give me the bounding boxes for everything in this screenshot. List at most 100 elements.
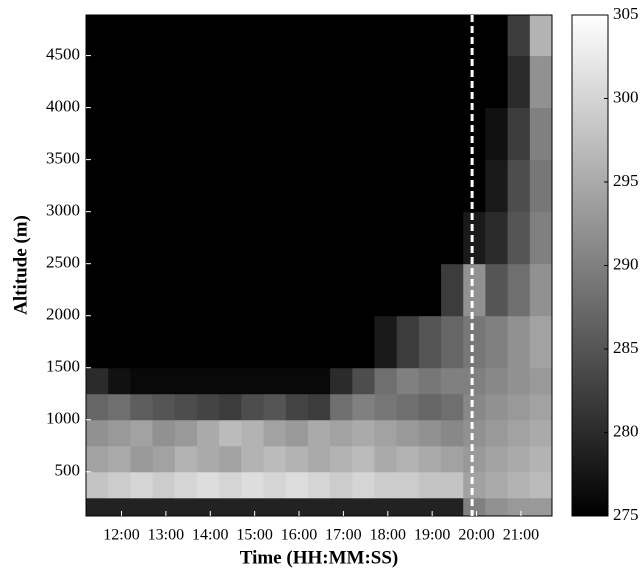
heatmap-cell	[441, 393, 464, 421]
y-tick-label: 2000	[46, 305, 80, 324]
heatmap-cell	[152, 471, 176, 499]
colorbar-tick-label: 275	[613, 505, 639, 524]
heatmap-cell	[507, 315, 531, 369]
heatmap-cell	[441, 315, 464, 369]
heatmap-cell	[441, 107, 464, 161]
heatmap-cell	[263, 55, 287, 109]
heatmap-cell	[108, 497, 131, 517]
heatmap-cell	[130, 367, 154, 395]
heatmap-cell	[330, 55, 353, 109]
y-tick-label: 2500	[46, 253, 80, 272]
heatmap-cell	[330, 107, 353, 161]
heatmap-cell	[485, 211, 509, 265]
heatmap-cell	[507, 55, 531, 109]
heatmap-cell	[463, 367, 486, 395]
heatmap-cell	[307, 107, 331, 161]
heatmap-cell	[263, 367, 287, 395]
colorbar-tick-label: 290	[613, 254, 639, 273]
heatmap-cell	[108, 263, 131, 317]
heatmap-cell	[529, 211, 553, 265]
heatmap-cell	[285, 315, 309, 369]
heatmap-cell	[219, 15, 242, 57]
heatmap-cell	[352, 15, 375, 57]
heatmap-cell	[507, 15, 531, 57]
heatmap-cell	[352, 315, 375, 369]
heatmap-cell	[196, 445, 220, 473]
heatmap-cell	[263, 497, 287, 517]
heatmap-cell	[152, 367, 176, 395]
heatmap-cell	[441, 497, 464, 517]
heatmap-cell	[529, 263, 553, 317]
x-tick-label: 16:00	[281, 527, 317, 544]
heatmap-cell	[463, 15, 486, 57]
heatmap-cell	[396, 15, 420, 57]
heatmap-cell	[196, 419, 220, 447]
y-tick-label: 3000	[46, 201, 80, 220]
heatmap-cell	[374, 445, 398, 473]
heatmap-cell	[263, 211, 287, 265]
heatmap-cell	[263, 159, 287, 213]
heatmap-cell	[396, 159, 420, 213]
heatmap-cell	[396, 497, 420, 517]
heatmap-cell	[396, 263, 420, 317]
heatmap-cell	[529, 367, 553, 395]
heatmap-cell	[130, 419, 154, 447]
heatmap-cell	[418, 15, 442, 57]
heatmap-cell	[330, 471, 353, 499]
heatmap-cell	[174, 497, 198, 517]
heatmap-cell	[396, 445, 420, 473]
colorbar	[571, 14, 609, 517]
heatmap-cell	[330, 211, 353, 265]
heatmap-cell	[196, 393, 220, 421]
heatmap-cell	[219, 367, 242, 395]
heatmap-cell	[86, 211, 109, 265]
heatmap-cell	[263, 315, 287, 369]
heatmap-cell	[307, 497, 331, 517]
heatmap-cell	[441, 15, 464, 57]
heatmap-cell	[174, 315, 198, 369]
heatmap-cell	[396, 107, 420, 161]
heatmap-cell	[86, 315, 109, 369]
heatmap-cell	[219, 211, 242, 265]
heatmap-cell	[152, 159, 176, 213]
colorbar-tick-label: 285	[613, 338, 639, 357]
heatmap-cell	[307, 367, 331, 395]
heatmap-cell	[507, 367, 531, 395]
heatmap-cell	[108, 471, 131, 499]
heatmap-cell	[307, 211, 331, 265]
heatmap-cell	[219, 419, 242, 447]
heatmap-cell	[352, 263, 375, 317]
heatmap-cell	[130, 315, 154, 369]
heatmap-cell	[130, 445, 154, 473]
heatmap-cell	[130, 263, 154, 317]
heatmap-cell	[152, 15, 176, 57]
heatmap-cell	[219, 445, 242, 473]
heatmap-cell	[507, 393, 531, 421]
heatmap-cell	[441, 211, 464, 265]
heatmap-cell	[307, 55, 331, 109]
heatmap-cell	[307, 159, 331, 213]
heatmap-cell	[330, 497, 353, 517]
heatmap-cell	[441, 445, 464, 473]
heatmap-cell	[307, 315, 331, 369]
heatmap-cell	[529, 445, 553, 473]
heatmap-cell	[196, 367, 220, 395]
heatmap-cell	[463, 159, 486, 213]
heatmap-cell	[307, 471, 331, 499]
heatmap-cell	[196, 159, 220, 213]
heatmap-cell	[152, 107, 176, 161]
heatmap-cell	[241, 107, 265, 161]
x-tick-label: 13:00	[148, 527, 184, 544]
heatmap-cell	[418, 445, 442, 473]
y-tick-label: 500	[55, 461, 81, 480]
heatmap-cell	[174, 419, 198, 447]
heatmap-cell	[219, 393, 242, 421]
heatmap-cell	[352, 159, 375, 213]
heatmap-cell	[196, 471, 220, 499]
heatmap-cell	[196, 315, 220, 369]
heatmap-cell	[485, 367, 509, 395]
heatmap-cell	[485, 263, 509, 317]
heatmap-cell	[352, 211, 375, 265]
heatmap-cell	[108, 419, 131, 447]
heatmap-cell	[219, 315, 242, 369]
